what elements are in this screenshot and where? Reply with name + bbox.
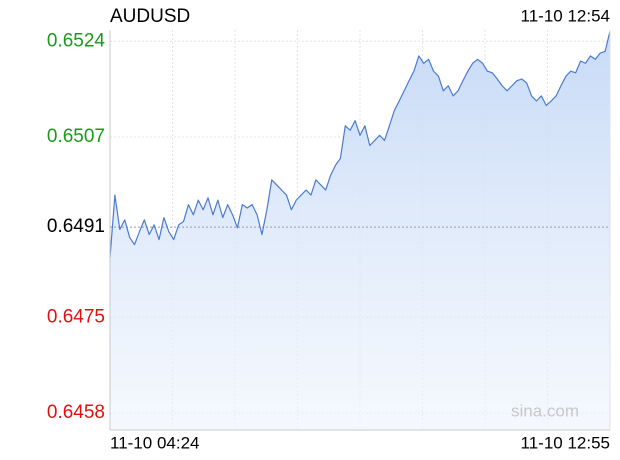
watermark: sina.com [511, 401, 579, 420]
y-tick-label: 0.6475 [47, 306, 105, 327]
chart-title: AUDUSD [110, 6, 190, 27]
y-tick-label: 0.6507 [47, 126, 105, 147]
x-tick-label: 11-10 04:24 [110, 433, 199, 452]
price-line [109, 30, 611, 258]
y-tick-label: 0.6458 [47, 402, 105, 423]
y-tick-label: 0.6491 [47, 216, 105, 237]
timestamp: 11-10 12:54 [521, 6, 610, 25]
plot [109, 30, 611, 430]
x-tick-label: 11-10 12:55 [521, 433, 610, 452]
y-tick-label: 0.6524 [47, 30, 106, 51]
area [110, 31, 610, 430]
